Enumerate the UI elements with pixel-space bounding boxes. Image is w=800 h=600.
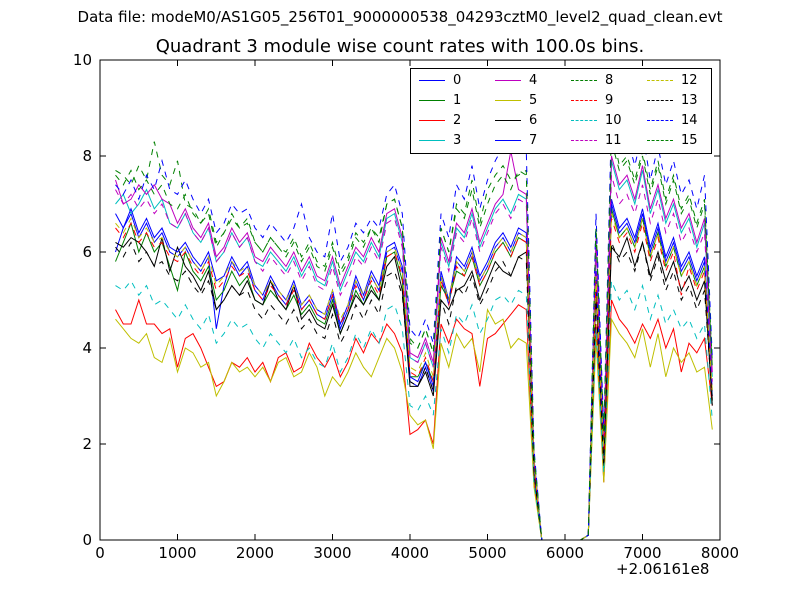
- legend-label: 3: [453, 133, 462, 148]
- y-tick-label: 8: [82, 147, 92, 165]
- series-line-8: [115, 127, 713, 540]
- series-line-5: [115, 307, 713, 540]
- y-tick-label: 0: [82, 531, 92, 549]
- legend-label: 14: [681, 113, 698, 128]
- legend-line-swatch: [495, 80, 521, 81]
- x-tick-label: 1000: [158, 544, 196, 562]
- x-tick-label: 4000: [391, 544, 429, 562]
- x-tick-label: 0: [95, 544, 105, 562]
- legend-label: 7: [529, 133, 538, 148]
- legend-line-swatch: [571, 100, 597, 101]
- y-tick-label: 4: [82, 339, 92, 357]
- series-line-13: [115, 241, 713, 540]
- legend-line-swatch: [571, 80, 597, 81]
- legend-line-swatch: [647, 80, 673, 81]
- legend-line-swatch: [571, 140, 597, 141]
- series-line-1: [115, 208, 713, 540]
- legend-label: 2: [453, 113, 462, 128]
- legend-label: 10: [605, 113, 622, 128]
- legend-label: 1: [453, 93, 462, 108]
- series-line-4: [115, 151, 713, 540]
- chart-title: Quadrant 3 module wise count rates with …: [155, 36, 645, 57]
- series-line-6: [115, 236, 713, 540]
- series-line-3: [115, 160, 713, 540]
- series-line-0: [115, 203, 713, 540]
- series-line-10: [115, 279, 713, 540]
- y-tick-label: 10: [73, 51, 92, 69]
- legend-line-swatch: [495, 100, 521, 101]
- legend-label: 6: [529, 113, 538, 128]
- legend-line-swatch: [495, 140, 521, 141]
- legend-line-swatch: [647, 100, 673, 101]
- series-line-9: [115, 218, 713, 540]
- legend-label: 15: [681, 133, 698, 148]
- x-tick-label: 3000: [313, 544, 351, 562]
- legend-label: 4: [529, 73, 538, 88]
- x-offset-label: +2.06161e8: [616, 560, 710, 578]
- legend-line-swatch: [419, 80, 445, 81]
- y-tick-label: 6: [82, 243, 92, 261]
- legend-label: 9: [605, 93, 614, 108]
- series-line-12: [115, 213, 713, 540]
- legend-line-swatch: [495, 120, 521, 121]
- legend-label: 11: [605, 133, 622, 148]
- x-tick-label: 6000: [546, 544, 584, 562]
- plot-series-group: [115, 107, 713, 540]
- legend-label: 5: [529, 93, 538, 108]
- y-tick-label: 2: [82, 435, 92, 453]
- legend-label: 8: [605, 73, 614, 88]
- legend: 0 1 2 3 4 5 6 7 8 9 10 11 12 13 14 15: [410, 68, 712, 154]
- legend-line-swatch: [571, 120, 597, 121]
- x-tick-label: 8000: [701, 544, 739, 562]
- legend-line-swatch: [419, 140, 445, 141]
- x-tick-label: 7000: [623, 544, 661, 562]
- legend-label: 0: [453, 73, 462, 88]
- data-file-label: Data file: modeM0/AS1G05_256T01_90000005…: [77, 8, 723, 26]
- series-line-7: [115, 199, 713, 540]
- legend-label: 12: [681, 73, 698, 88]
- legend-line-swatch: [419, 120, 445, 121]
- series-line-2: [115, 298, 713, 540]
- legend-label: 13: [681, 93, 698, 108]
- x-tick-label: 5000: [468, 544, 506, 562]
- x-tick-label: 2000: [236, 544, 274, 562]
- series-line-15: [115, 141, 713, 540]
- legend-line-swatch: [647, 120, 673, 121]
- legend-line-swatch: [419, 100, 445, 101]
- legend-line-swatch: [647, 140, 673, 141]
